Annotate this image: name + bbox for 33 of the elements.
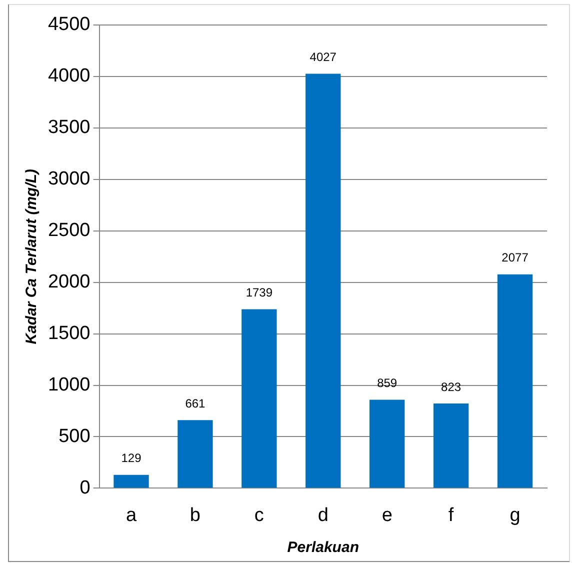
x-tick-label: b — [190, 504, 200, 526]
x-tick-label: d — [318, 504, 328, 526]
bar — [370, 400, 405, 488]
bar — [114, 474, 149, 488]
y-tick-label: 3500 — [48, 117, 90, 138]
y-tick-label: 1000 — [48, 374, 90, 396]
data-label: 661 — [185, 396, 206, 410]
x-tick-label: g — [510, 504, 520, 526]
bar — [242, 309, 277, 488]
y-axis-title: Kadar Ca Terlarut (mg/L) — [23, 168, 40, 344]
y-tick-label: 4500 — [48, 14, 90, 36]
data-label: 1739 — [246, 286, 273, 300]
y-tick-label: 2000 — [48, 272, 90, 293]
data-label: 129 — [121, 451, 142, 466]
x-tick-label: a — [126, 504, 137, 526]
y-tick-label: 500 — [58, 426, 90, 447]
data-label: 823 — [441, 380, 462, 394]
x-tick-label: c — [254, 504, 264, 526]
bar — [497, 274, 533, 488]
y-tick-label: 1500 — [48, 323, 90, 344]
y-tick-label: 3000 — [48, 168, 90, 190]
x-tick-label: f — [448, 504, 454, 526]
x-tick-label: e — [382, 504, 392, 526]
data-label: 859 — [377, 376, 398, 390]
data-label: 4027 — [310, 50, 337, 64]
bar — [178, 420, 213, 488]
x-axis-title: Perlakuan — [287, 539, 359, 556]
data-label: 2077 — [502, 250, 529, 265]
y-tick-label: 0 — [80, 477, 90, 498]
y-tick-label: 2500 — [48, 220, 90, 242]
bar — [433, 403, 469, 488]
bar — [306, 74, 341, 488]
y-tick-label: 4000 — [48, 66, 90, 87]
